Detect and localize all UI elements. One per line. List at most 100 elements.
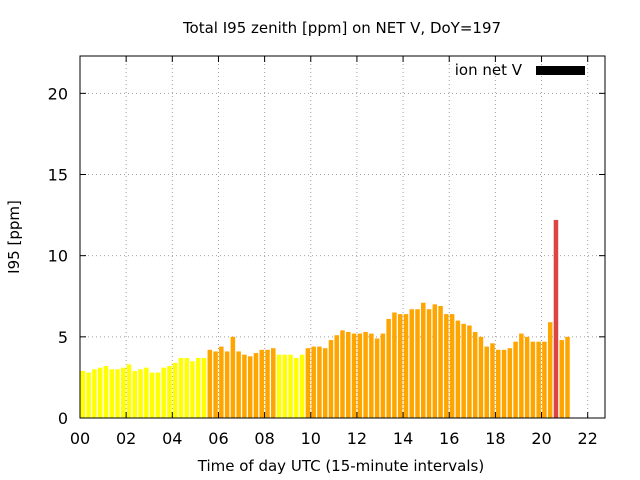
y-tick-label: 0 (58, 409, 68, 428)
bar (282, 354, 288, 418)
bar (92, 369, 97, 418)
bar (478, 336, 484, 418)
bar (386, 318, 391, 418)
y-tick-label: 10 (48, 247, 68, 266)
bar (121, 367, 126, 418)
bar (305, 348, 311, 418)
bars (80, 219, 570, 418)
legend-label: ion net V (455, 61, 523, 79)
x-tick-label: 22 (578, 429, 598, 448)
bar (397, 314, 403, 418)
x-tick-label: 18 (485, 429, 505, 448)
bar (178, 357, 184, 418)
bar (449, 314, 455, 418)
bar (496, 349, 501, 418)
bar (426, 309, 432, 418)
bar (334, 335, 339, 418)
y-tick-label: 15 (48, 166, 68, 185)
bar (351, 333, 357, 418)
bar (409, 309, 414, 418)
bar (559, 340, 564, 418)
bar (507, 348, 513, 418)
bar (247, 356, 253, 418)
y-tick-labels: 0 5 10 15 20 (48, 84, 68, 428)
bar (138, 369, 143, 418)
x-tick-label: 14 (393, 429, 413, 448)
x-axis-label: Time of day UTC (15-minute intervals) (197, 457, 484, 475)
x-tick-labels: 00 02 04 06 08 10 12 14 16 18 20 22 (70, 429, 598, 448)
bar (126, 364, 132, 418)
bar (213, 351, 218, 418)
bar (553, 219, 559, 418)
bar (380, 333, 386, 418)
bar (144, 367, 149, 418)
bar (432, 304, 438, 418)
grid (80, 56, 605, 418)
x-tick-label: 00 (70, 429, 90, 448)
bar (438, 305, 443, 418)
bar (363, 331, 368, 418)
bar (172, 362, 178, 418)
bar (340, 330, 345, 418)
x-tick-label: 10 (301, 429, 321, 448)
x-tick-label: 08 (254, 429, 274, 448)
bar (259, 349, 264, 418)
bar (132, 370, 138, 418)
bar (196, 357, 201, 418)
bar (484, 346, 489, 418)
bar (513, 341, 518, 418)
bar (219, 346, 224, 418)
bar (467, 325, 472, 418)
bar (242, 354, 247, 418)
bar (201, 357, 207, 418)
bar (369, 333, 374, 418)
bar (236, 351, 241, 418)
bar (161, 367, 166, 418)
bar (392, 312, 397, 418)
bar (421, 302, 426, 418)
x-tick-label: 04 (162, 429, 182, 448)
bar (374, 338, 380, 418)
bar (536, 341, 541, 418)
bar (357, 333, 363, 418)
bar (519, 333, 524, 418)
bar (346, 331, 351, 418)
bar (415, 309, 420, 418)
bar (103, 366, 109, 418)
bar (403, 314, 409, 418)
bar (288, 354, 293, 418)
bar (155, 372, 161, 418)
chart-title: Total I95 zenith [ppm] on NET V, DoY=197 (182, 19, 501, 37)
bar (265, 349, 270, 418)
x-tick-label: 12 (347, 429, 367, 448)
bar (317, 346, 322, 418)
x-tick-label: 16 (439, 429, 459, 448)
bar (230, 336, 236, 418)
bar (190, 361, 195, 418)
bar (207, 349, 213, 418)
bar (547, 322, 553, 418)
x-tick-label: 20 (531, 429, 551, 448)
y-tick-label: 5 (58, 328, 68, 347)
y-tick-label: 20 (48, 84, 68, 103)
bar (149, 372, 155, 418)
bar (109, 369, 114, 418)
bar (271, 348, 276, 418)
bar (524, 336, 530, 418)
bar (276, 354, 282, 418)
tick-marks (79, 56, 605, 419)
bar (501, 349, 507, 418)
bar (461, 323, 466, 418)
bar (224, 351, 230, 418)
bar (322, 348, 328, 418)
legend: ion net V (455, 61, 585, 79)
bar (184, 357, 189, 418)
bar (86, 372, 91, 418)
bar (253, 353, 259, 418)
bar (115, 369, 120, 418)
legend-swatch (536, 66, 585, 75)
bar (542, 341, 547, 418)
plot-frame (79, 55, 606, 419)
bar (80, 370, 86, 418)
